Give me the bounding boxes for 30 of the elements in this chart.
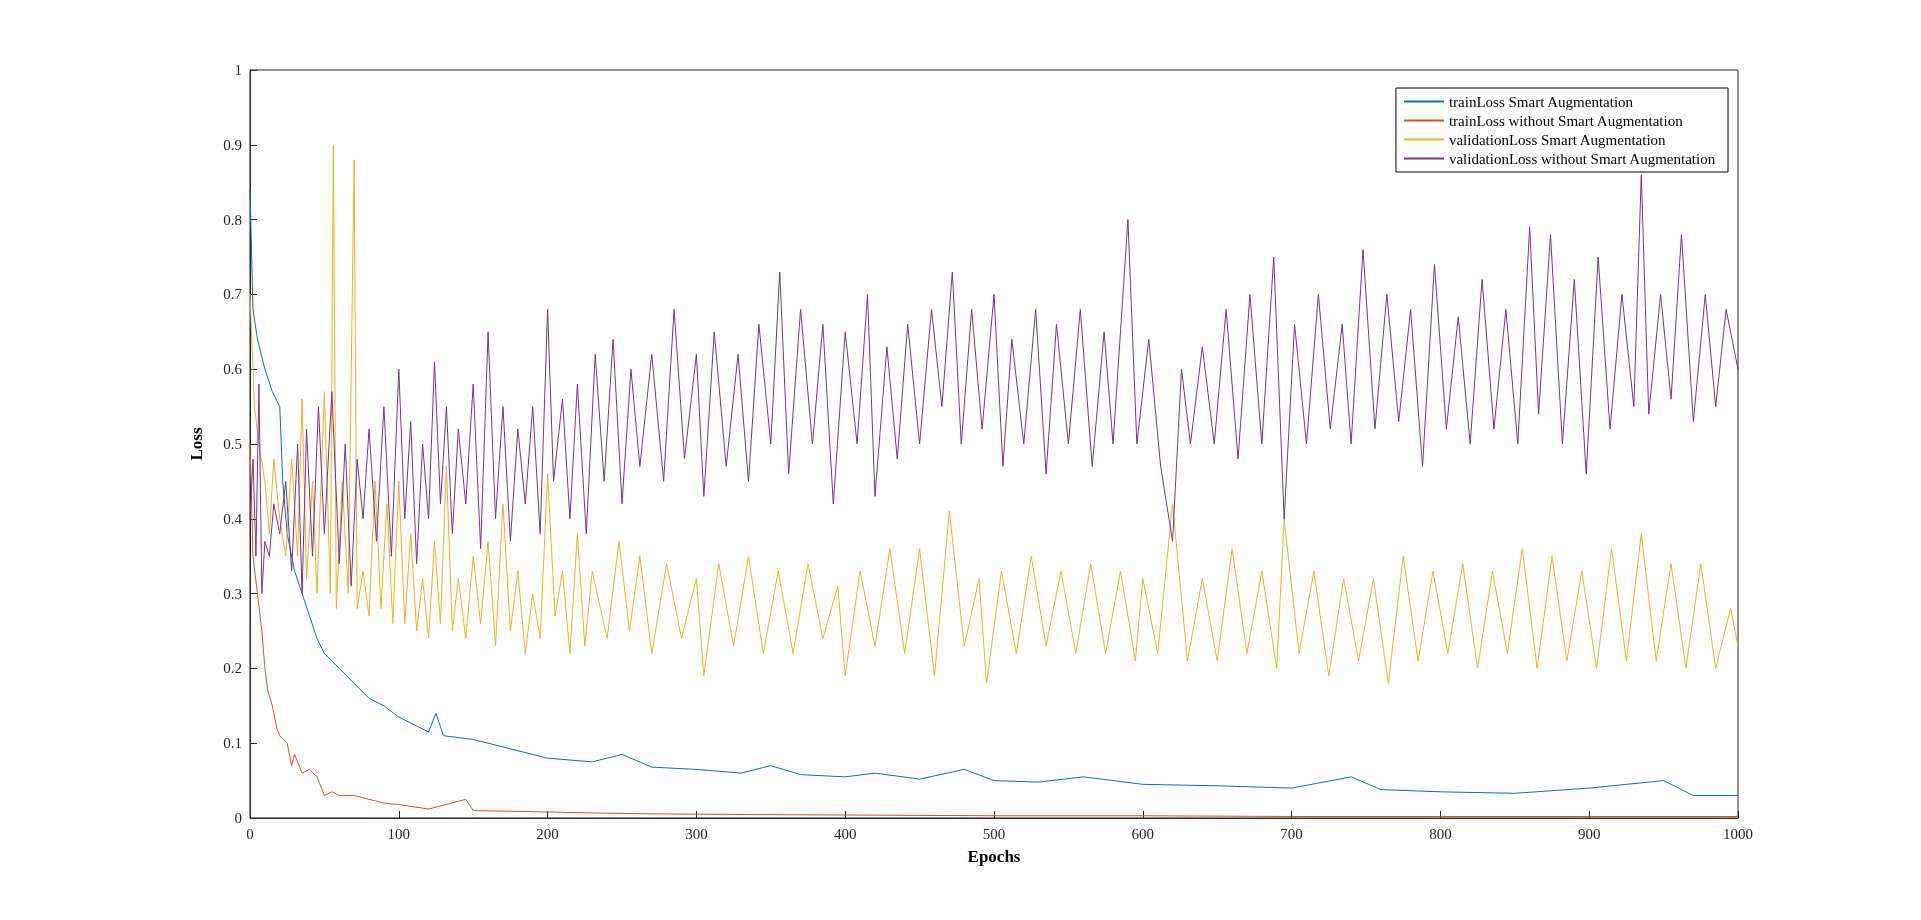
x-tick-label: 300 [685,825,708,842]
legend-label: validationLoss Smart Augmentation [1448,131,1667,148]
x-tick-label: 600 [1131,825,1155,842]
y-tick-label: 0.7 [223,286,243,303]
x-tick-label: 0 [246,825,254,842]
x-tick-label: 1000 [1723,825,1753,842]
y-tick-label: 0.2 [223,660,242,677]
legend-label: trainLoss Smart Augmentation [1448,93,1634,110]
x-tick-label: 100 [387,825,411,842]
x-tick-label: 400 [833,825,857,842]
y-tick-label: 0.6 [223,361,243,378]
x-axis-title: Epochs [967,847,1021,866]
y-tick-label: 0.4 [223,510,243,527]
x-tick-label: 500 [982,825,1006,842]
x-tick-label: 900 [1577,825,1601,842]
y-tick-label: 0 [234,810,242,826]
y-axis-title: Loss [187,427,206,461]
line-series [249,174,1739,595]
y-tick-label: 0.8 [223,211,242,228]
legend-label: trainLoss without Smart Augmentation [1448,112,1684,129]
x-tick-label: 800 [1429,825,1452,842]
y-tick-label: 0.3 [223,585,242,602]
line-series [249,189,1739,797]
legend-label: validationLoss without Smart Augmentation [1448,150,1716,167]
y-tick-label: 1 [234,62,242,78]
y-tick-label: 0.5 [223,436,242,452]
x-tick-label: 700 [1280,825,1303,842]
y-tick-label: 0.9 [223,136,242,153]
x-tick-label: 200 [536,825,559,842]
y-tick-label: 0.1 [223,735,242,752]
